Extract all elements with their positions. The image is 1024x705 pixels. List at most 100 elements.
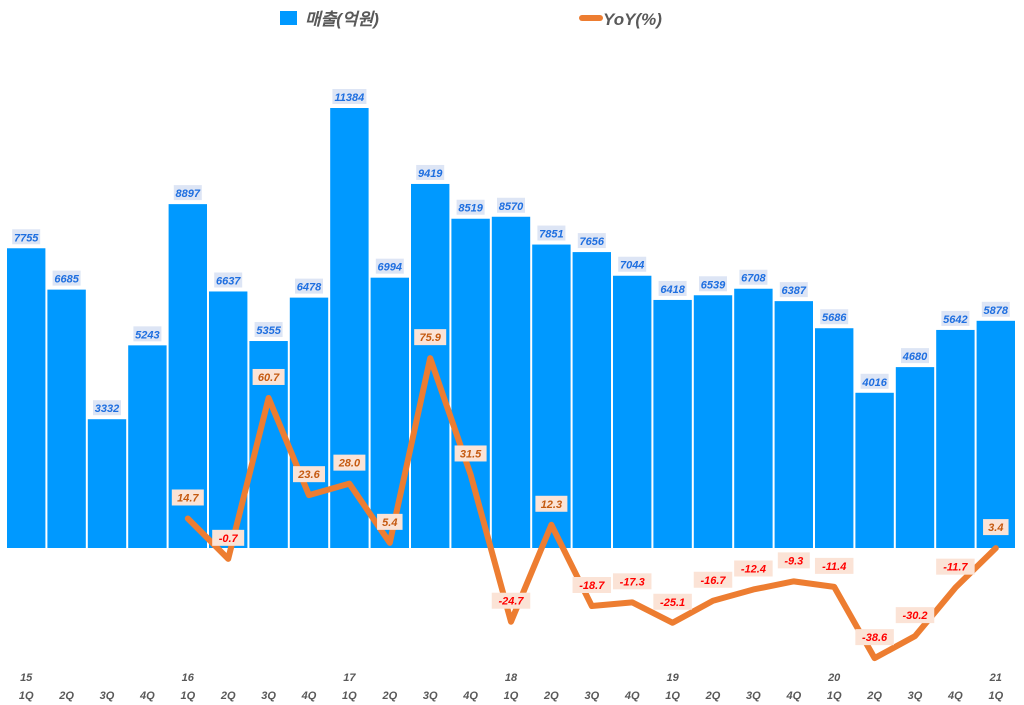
bar-data-label: 11384 xyxy=(335,92,365,104)
yoy-point xyxy=(631,601,633,603)
yoy-point xyxy=(874,657,876,659)
bar-data-label: 5642 xyxy=(943,314,967,326)
bar-label-bg xyxy=(577,233,606,249)
bar xyxy=(572,252,611,548)
yoy-point xyxy=(268,397,270,399)
yoy-point xyxy=(510,621,512,623)
x-tick-quarter: 1Q xyxy=(19,690,34,702)
yoy-data-label: -11.4 xyxy=(822,561,846,573)
bar-label-bg xyxy=(658,280,687,296)
bar-label-bg xyxy=(416,164,445,180)
yoy-data-label: -11.7 xyxy=(943,562,968,574)
bar-label-bg xyxy=(456,199,485,215)
yoy-label-bg xyxy=(212,529,245,546)
x-tick-year: 15 xyxy=(20,672,33,684)
yoy-data-label: -24.7 xyxy=(498,596,524,608)
yoy-data-label: -25.1 xyxy=(660,597,685,609)
bar-data-label: 6685 xyxy=(54,274,79,286)
bar-data-label: 9419 xyxy=(418,168,443,180)
bar-data-label: 5686 xyxy=(822,312,847,324)
yoy-label-bg xyxy=(814,557,854,574)
x-tick-quarter: 4Q xyxy=(139,690,155,702)
x-tick-quarter: 2Q xyxy=(58,690,74,702)
bar-label-bg xyxy=(332,89,367,104)
bar xyxy=(451,218,490,548)
x-tick-quarter: 2Q xyxy=(543,690,559,702)
yoy-data-label: -9.3 xyxy=(784,555,803,567)
bar-label-bg xyxy=(699,276,727,292)
bar-data-label: 5878 xyxy=(984,305,1009,317)
bar-label-bg xyxy=(779,282,808,298)
x-tick-quarter: 3Q xyxy=(584,690,599,702)
yoy-label-bg xyxy=(936,558,975,575)
yoy-point xyxy=(752,588,754,590)
x-tick-quarter: 1Q xyxy=(988,690,1003,702)
bar xyxy=(815,328,854,548)
yoy-label-bg xyxy=(293,466,325,483)
bar-label-bg xyxy=(901,348,929,364)
x-tick-quarter: 1Q xyxy=(342,690,357,702)
yoy-point xyxy=(308,494,310,496)
x-tick-quarter: 3Q xyxy=(423,690,438,702)
yoy-label-bg xyxy=(377,513,403,530)
bar-label-bg xyxy=(537,225,566,241)
bar-data-label: 6994 xyxy=(378,262,402,274)
yoy-point xyxy=(227,558,229,560)
bar xyxy=(370,277,409,548)
yoy-label-bg xyxy=(171,489,204,506)
legend-bar-swatch xyxy=(280,11,297,25)
x-tick-year: 19 xyxy=(666,672,679,684)
x-tick-year: 20 xyxy=(827,672,841,684)
yoy-label-bg xyxy=(895,607,935,624)
x-tick-year: 16 xyxy=(182,672,195,684)
bar-data-label: 8570 xyxy=(499,201,524,213)
yoy-data-label: 3.4 xyxy=(988,522,1003,534)
yoy-label-bg xyxy=(414,329,447,346)
yoy-label-bg xyxy=(653,593,692,610)
bar-data-label: 4016 xyxy=(861,377,887,389)
yoy-point xyxy=(672,622,674,624)
x-tick-quarter: 2Q xyxy=(220,690,236,702)
yoy-data-label: -17.3 xyxy=(620,576,645,588)
bar xyxy=(613,275,652,548)
x-tick-quarter: 4Q xyxy=(785,690,801,702)
x-tick-year: 17 xyxy=(343,672,356,684)
bar-label-bg xyxy=(133,326,162,342)
yoy-data-label: 5.4 xyxy=(382,517,397,529)
yoy-point xyxy=(429,357,431,359)
x-tick-year: 21 xyxy=(989,672,1002,684)
bar-label-bg xyxy=(93,400,121,416)
x-tick-quarter: 1Q xyxy=(180,690,195,702)
yoy-data-label: -16.7 xyxy=(700,575,726,587)
yoy-point xyxy=(995,547,997,549)
bar-data-label: 6637 xyxy=(216,275,241,287)
x-tick-quarter: 3Q xyxy=(100,690,115,702)
yoy-label-bg xyxy=(252,368,285,385)
bar xyxy=(87,419,127,548)
bar-label-bg xyxy=(375,258,404,274)
yoy-label-bg xyxy=(983,519,1009,536)
bar xyxy=(491,216,531,548)
bar-label-bg xyxy=(12,229,41,245)
bar-data-label: 7851 xyxy=(539,229,563,241)
bar-label-bg xyxy=(173,185,202,201)
bar-label-bg xyxy=(52,270,81,286)
yoy-point xyxy=(833,586,835,588)
bar-data-label: 8897 xyxy=(176,188,201,200)
yoy-label-bg xyxy=(535,495,568,512)
bar-data-label: 6539 xyxy=(701,279,726,291)
legend-bar-label: 매출(억원) xyxy=(305,10,379,29)
x-tick-quarter: 2Q xyxy=(705,690,721,702)
yoy-label-bg xyxy=(734,560,773,577)
x-tick-quarter: 4Q xyxy=(462,690,478,702)
bar-label-bg xyxy=(497,197,525,213)
bar xyxy=(895,367,935,548)
bar-label-bg xyxy=(739,269,768,285)
bar xyxy=(774,301,813,548)
bar-label-bg xyxy=(860,373,889,389)
bar-data-label: 7656 xyxy=(580,236,605,248)
yoy-point xyxy=(793,580,795,582)
bar-data-label: 7044 xyxy=(620,260,644,272)
bar xyxy=(693,295,733,548)
